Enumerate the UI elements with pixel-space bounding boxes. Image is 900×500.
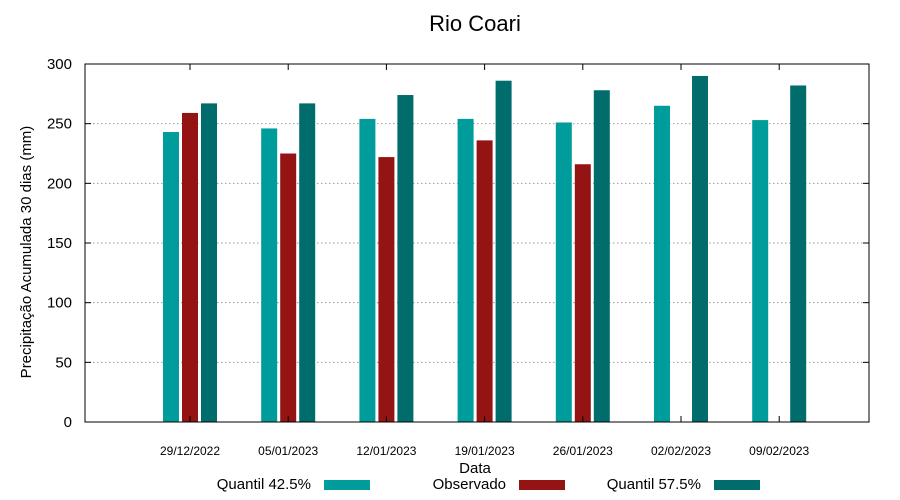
bar [495,80,512,422]
bar [457,118,474,422]
y-tick-label: 0 [64,414,72,431]
bar [397,95,414,422]
bar [201,103,217,422]
legend-label: Quantil 57.5% [607,476,701,493]
bar [593,90,610,423]
x-tick-label: 09/02/2023 [749,444,809,458]
bar [790,85,807,422]
legend-label: Observado [433,476,506,493]
y-axis-label: Precipitação Acumulada 30 dias (mm) [18,126,35,379]
bar [182,112,198,422]
y-tick-label: 250 [47,116,72,133]
x-tick-label: 12/01/2023 [356,444,416,458]
y-tick-label: 300 [47,56,72,73]
bar [476,140,493,422]
chart-title: Rio Coari [429,11,521,36]
bar [574,164,591,423]
legend-swatch [519,480,565,490]
x-tick-label: 26/01/2023 [553,444,613,458]
bar [654,105,670,423]
y-tick-label: 200 [47,175,72,192]
bars [163,75,807,423]
x-tick-label: 05/01/2023 [258,444,318,458]
y-tick-label: 50 [55,354,72,371]
x-axis-label: Data [459,460,491,477]
legend-label: Quantil 42.5% [217,476,311,493]
x-tick-label: 19/01/2023 [455,444,515,458]
legend-swatch [324,480,370,490]
x-axis: 29/12/2022 05/01/2023 12/01/2023 19/01/2023… [160,64,810,458]
bar [280,153,297,422]
x-tick-label: 29/12/2022 [160,444,220,458]
bar [692,75,708,422]
bar [261,128,278,422]
y-tick-label: 150 [47,235,72,252]
bar [163,132,179,422]
x-tick-label: 02/02/2023 [651,444,711,458]
y-tick-label: 100 [47,295,72,312]
bar [555,122,572,423]
legend: Quantil 42.5% Observado Quantil 57.5% [217,476,760,493]
bar [752,120,769,422]
y-axis: 0 50 100 150 200 250 300 [47,56,869,431]
legend-swatch [714,480,760,490]
bar [299,103,316,422]
bar [378,157,395,422]
bar [359,118,376,422]
